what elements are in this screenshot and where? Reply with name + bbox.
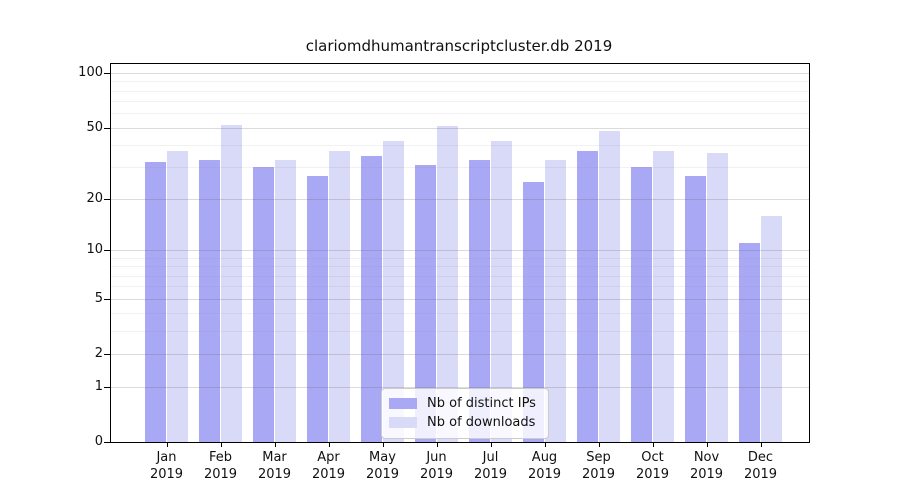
bar-distinct-ips-jul xyxy=(469,160,490,442)
y-tick-mark xyxy=(104,73,110,74)
bar-distinct-ips-dec xyxy=(739,243,760,442)
x-tick-mark xyxy=(274,442,276,447)
y-axis-label: 50 xyxy=(86,119,103,135)
bar-downloads-jul xyxy=(491,141,512,442)
bar-downloads-mar xyxy=(275,160,296,442)
major-gridline xyxy=(111,73,809,74)
y-axis-label: 100 xyxy=(78,65,103,80)
minor-gridline xyxy=(111,331,809,333)
x-tick-mark xyxy=(328,442,330,447)
plot-area: Nb of distinct IPs Nb of downloads Jan 20… xyxy=(78,63,810,482)
y-axis-label: 20 xyxy=(86,190,103,206)
y-tick-mark xyxy=(104,386,110,388)
legend-label-distinct-ips: Nb of distinct IPs xyxy=(427,396,536,411)
minor-gridline xyxy=(111,90,809,92)
bar-downloads-sep xyxy=(599,130,620,442)
bar-distinct-ips-feb xyxy=(199,160,220,442)
y-axis-label: 5 xyxy=(94,290,103,306)
x-axis-label: Aug 2019 xyxy=(527,450,562,482)
minor-gridline xyxy=(111,257,809,259)
bar-downloads-aug xyxy=(545,160,566,442)
bar-downloads-jan xyxy=(167,151,188,442)
x-axis-label: Jul 2019 xyxy=(473,450,508,482)
bar-downloads-dec xyxy=(761,215,782,442)
legend-item-distinct-ips: Nb of distinct IPs xyxy=(382,394,548,413)
x-tick-mark xyxy=(166,442,168,447)
bar-distinct-ips-sep xyxy=(577,151,598,442)
bar-distinct-ips-may xyxy=(361,155,382,442)
major-gridline xyxy=(111,250,809,252)
legend-swatch-distinct-ips xyxy=(389,398,417,409)
x-tick-mark xyxy=(220,442,222,447)
x-axis-label: Jan 2019 xyxy=(149,450,184,482)
y-tick-mark xyxy=(104,298,110,300)
x-tick-mark xyxy=(706,442,708,447)
x-axis-label: Apr 2019 xyxy=(311,450,346,482)
y-tick-mark xyxy=(104,198,110,200)
y-tick-mark xyxy=(104,442,110,443)
major-gridline xyxy=(111,386,809,388)
bar-downloads-jun xyxy=(437,126,458,442)
minor-gridline xyxy=(111,275,809,277)
x-tick-mark xyxy=(490,442,492,447)
major-gridline xyxy=(111,298,809,300)
y-axis-label: 10 xyxy=(86,242,103,258)
y-axis-label: 0 xyxy=(94,434,103,449)
bar-distinct-ips-nov xyxy=(685,175,706,442)
x-axis-label: Feb 2019 xyxy=(203,450,238,482)
x-tick-mark xyxy=(760,442,762,447)
bar-downloads-nov xyxy=(707,153,728,442)
chart-title: clariomdhumantranscriptcluster.db 2019 xyxy=(305,37,613,55)
bar-distinct-ips-aug xyxy=(523,181,544,442)
x-axis-label: Oct 2019 xyxy=(635,450,670,482)
x-tick-mark xyxy=(436,442,438,447)
y-axis-label: 2 xyxy=(94,346,103,362)
y-tick-mark xyxy=(104,250,110,252)
x-tick-mark xyxy=(598,442,600,447)
major-gridline xyxy=(111,198,809,200)
x-axis-label: Jun 2019 xyxy=(419,450,454,482)
bar-downloads-may xyxy=(383,141,404,442)
bar-downloads-feb xyxy=(221,124,242,442)
legend-label-downloads: Nb of downloads xyxy=(427,415,536,430)
x-tick-mark xyxy=(544,442,546,447)
bar-distinct-ips-jan xyxy=(145,162,166,442)
bar-distinct-ips-jun xyxy=(415,164,436,442)
y-axis-label: 1 xyxy=(94,378,103,394)
bar-distinct-ips-apr xyxy=(307,175,328,442)
minor-gridline xyxy=(111,113,809,115)
legend: Nb of distinct IPs Nb of downloads xyxy=(381,388,549,439)
x-axis-label: May 2019 xyxy=(365,450,400,482)
x-axis-label: Sep 2019 xyxy=(581,450,616,482)
minor-gridline xyxy=(111,286,809,288)
x-axis-label: Dec 2019 xyxy=(743,450,778,482)
minor-gridline xyxy=(111,145,809,147)
bar-distinct-ips-mar xyxy=(253,167,274,442)
minor-gridline xyxy=(111,167,809,169)
minor-gridline xyxy=(111,101,809,103)
y-tick-mark xyxy=(104,354,110,356)
bar-downloads-apr xyxy=(329,151,350,442)
y-tick-mark xyxy=(104,127,110,129)
major-gridline xyxy=(111,127,809,129)
x-axis-label: Nov 2019 xyxy=(689,450,724,482)
minor-gridline xyxy=(111,313,809,315)
legend-item-downloads: Nb of downloads xyxy=(382,413,548,432)
bar-distinct-ips-oct xyxy=(631,167,652,442)
bar-downloads-oct xyxy=(653,151,674,442)
x-tick-mark xyxy=(652,442,654,447)
x-tick-mark xyxy=(382,442,384,447)
minor-gridline xyxy=(111,81,809,83)
legend-swatch-downloads xyxy=(389,417,417,428)
major-gridline xyxy=(111,354,809,356)
minor-gridline xyxy=(111,266,809,268)
x-axis-label: Mar 2019 xyxy=(257,450,292,482)
